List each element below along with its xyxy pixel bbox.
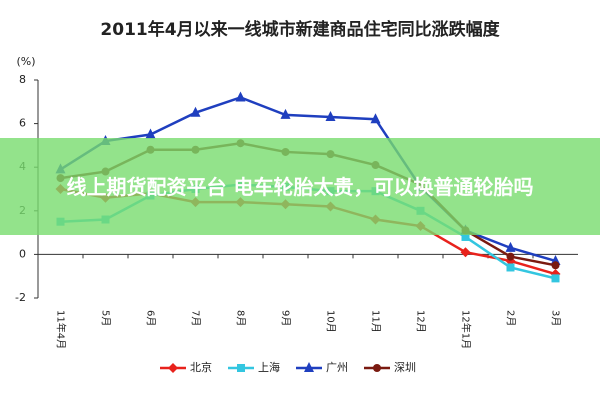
data-point xyxy=(145,128,156,139)
data-point xyxy=(551,261,560,270)
x-tick-label: 7月 xyxy=(190,310,202,326)
banner-text: 线上期货配资平台 电车轮胎太贵，可以换普通轮胎吗 xyxy=(66,174,534,199)
data-point xyxy=(370,113,381,124)
y-tick-label: 8 xyxy=(19,73,26,86)
data-point xyxy=(190,106,201,117)
y-tick-label: 6 xyxy=(19,117,26,130)
data-point xyxy=(506,252,515,261)
x-tick-label: 11月 xyxy=(370,310,382,333)
banner: 线上期货配资平台 电车轮胎太贵，可以换普通轮胎吗 xyxy=(0,138,600,235)
legend-marker xyxy=(304,362,314,372)
x-tick-label: 12月 xyxy=(415,310,427,333)
data-point xyxy=(460,247,471,258)
legend-label: 广州 xyxy=(326,361,348,374)
data-point xyxy=(235,91,246,102)
legend-marker xyxy=(168,363,178,373)
y-tick-label: -2 xyxy=(15,291,26,304)
x-tick-label: 3月 xyxy=(550,310,562,326)
legend-label: 北京 xyxy=(190,360,212,374)
data-point xyxy=(461,232,470,241)
legend-label: 深圳 xyxy=(394,361,416,374)
legend-marker xyxy=(237,364,245,372)
y-unit: (%) xyxy=(16,55,35,68)
x-tick-label: 2月 xyxy=(505,310,517,326)
data-point xyxy=(505,241,516,252)
x-tick-label: 11年4月 xyxy=(55,310,68,349)
x-tick-label: 5月 xyxy=(100,310,112,326)
x-tick-label: 6月 xyxy=(145,310,157,326)
data-point xyxy=(551,274,560,283)
data-point xyxy=(280,108,291,119)
legend-marker xyxy=(373,364,381,372)
x-tick-label: 12年1月 xyxy=(460,310,473,349)
legend-label: 上海 xyxy=(258,360,280,374)
x-tick-label: 8月 xyxy=(235,310,247,326)
data-point xyxy=(506,263,515,272)
y-tick-label: 0 xyxy=(19,247,26,260)
data-point xyxy=(325,111,336,122)
x-tick-label: 9月 xyxy=(280,310,292,326)
x-tick-label: 10月 xyxy=(325,310,337,333)
chart-title: 2011年4月以来一线城市新建商品住宅同比涨跌幅度 xyxy=(100,19,500,40)
